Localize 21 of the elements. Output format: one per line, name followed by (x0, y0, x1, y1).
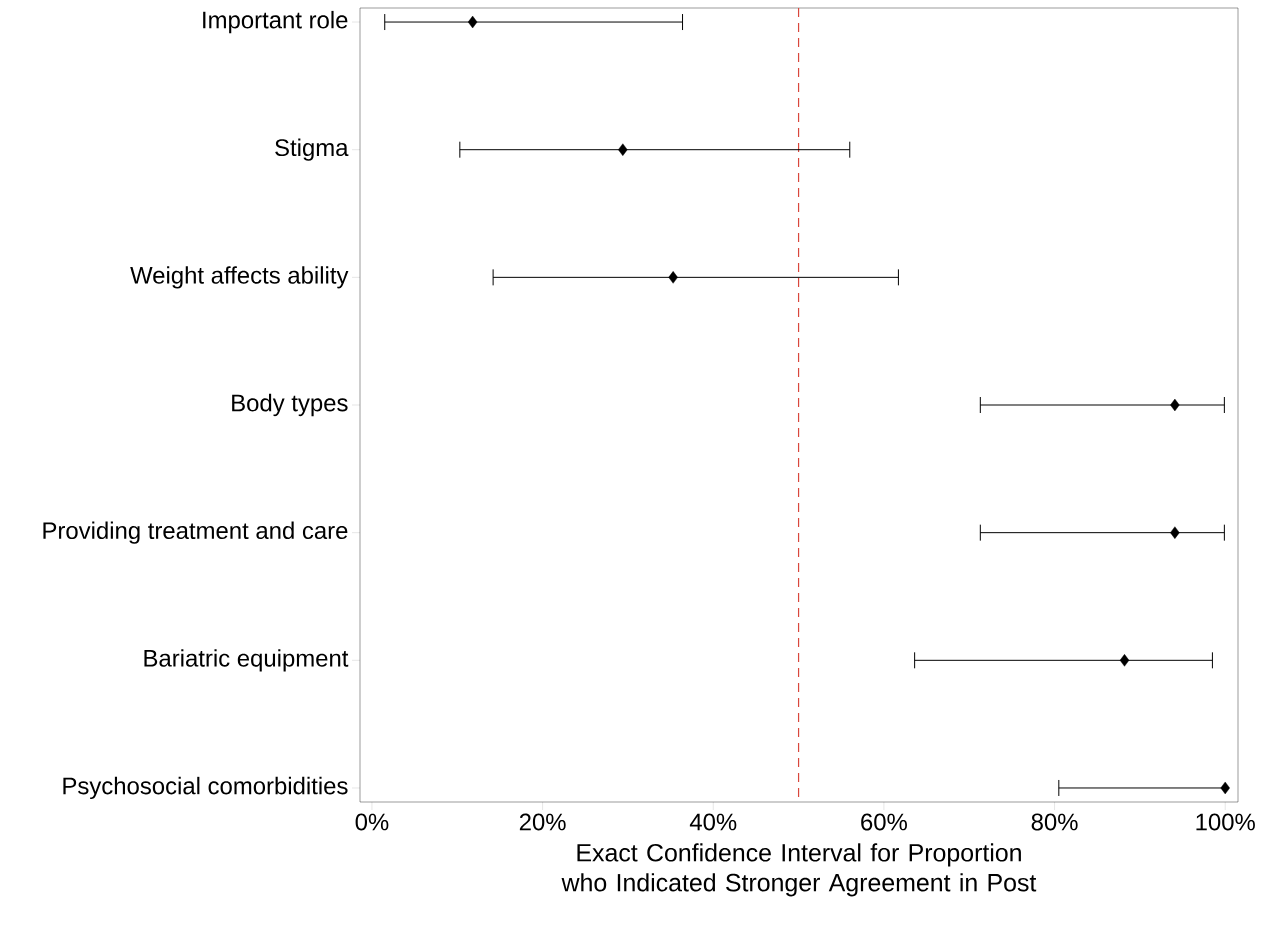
point (467, 15, 478, 29)
point (668, 271, 678, 284)
x-tick-label: 80% (1031, 813, 1078, 831)
x-tick-label: 0% (355, 813, 389, 831)
point (1170, 526, 1180, 539)
x-tick-label: 100% (1196, 813, 1255, 831)
x-tick-label: 20% (519, 813, 566, 831)
point (1220, 781, 1230, 795)
y-tick-label: Stigma (275, 138, 349, 161)
x-tick-label: 40% (689, 813, 737, 831)
y-tick-label: Body types (232, 393, 348, 417)
y-tick-label: Weight affects ability (130, 266, 349, 289)
y-tick-label: Providing treatment and care (43, 521, 348, 544)
point (1119, 654, 1130, 667)
y-tick-label: Bariatric equipment (144, 649, 349, 672)
point (1170, 398, 1180, 412)
y-tick-label: Psychosocial comorbidities (63, 776, 348, 800)
x-axis-title: Exact Confidence Interval for Proportion who Indicated Stronger Agreement in Post (561, 843, 1037, 897)
point (618, 143, 628, 156)
y-tick-label: Important role (203, 10, 348, 34)
x-tick-label: 60% (861, 813, 907, 831)
